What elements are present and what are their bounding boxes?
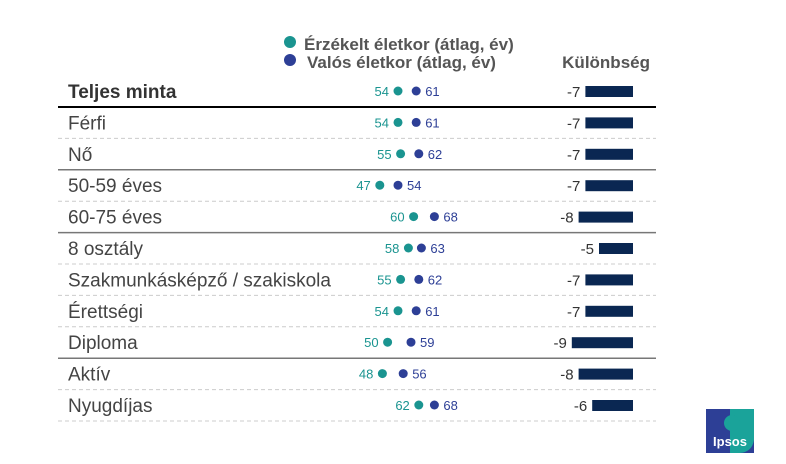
- dot-perceived: [396, 149, 406, 159]
- diff-value: -7: [567, 272, 580, 289]
- value-actual: 68: [443, 398, 457, 413]
- diff-value: -8: [560, 367, 573, 384]
- row-label: Férfi: [68, 113, 106, 134]
- value-actual: 61: [425, 115, 439, 130]
- dot-perceived: [396, 274, 406, 284]
- dot-actual: [411, 306, 421, 316]
- dot-perceived: [393, 306, 403, 316]
- row-label: Diploma: [68, 333, 138, 354]
- row-label: Szakmunkásképző / szakiskola: [68, 270, 331, 291]
- value-actual: 62: [428, 147, 442, 162]
- dot-actual: [414, 274, 424, 284]
- diff-bar: [578, 211, 633, 223]
- value-actual: 54: [407, 178, 421, 193]
- dot-actual: [429, 212, 439, 222]
- row-label: Teljes minta: [68, 82, 177, 103]
- diff-bar: [585, 305, 633, 317]
- dot-perceived: [414, 400, 424, 410]
- row-label: 60-75 éves: [68, 208, 162, 229]
- dot-actual: [411, 86, 421, 96]
- diff-bar: [578, 368, 633, 380]
- value-perceived: 55: [377, 147, 391, 162]
- value-perceived: 48: [359, 367, 373, 382]
- value-actual: 56: [412, 367, 426, 382]
- value-perceived: 54: [375, 304, 389, 319]
- value-perceived: 54: [375, 84, 389, 99]
- dot-perceived: [409, 212, 419, 222]
- value-perceived: 47: [356, 178, 370, 193]
- dot-actual: [393, 180, 403, 190]
- dot-actual: [411, 117, 421, 127]
- row-label: Nő: [68, 145, 92, 166]
- dot-actual: [398, 369, 408, 379]
- value-actual: 59: [420, 335, 434, 350]
- value-perceived: 60: [390, 210, 404, 225]
- legend-label-actual: Valós életkor (átlag, év): [307, 53, 496, 72]
- dot-perceived: [403, 243, 413, 253]
- row-label: Nyugdíjas: [68, 396, 153, 417]
- dot-actual: [429, 400, 439, 410]
- legend-marker-perceived: [284, 36, 296, 48]
- value-actual: 68: [443, 210, 457, 225]
- value-perceived: 62: [395, 398, 409, 413]
- value-perceived: 50: [364, 335, 378, 350]
- diff-bar: [585, 148, 633, 160]
- value-actual: 61: [425, 304, 439, 319]
- legend-label-perceived: Érzékelt életkor (átlag, év): [304, 35, 514, 54]
- diff-bar: [592, 400, 633, 411]
- diff-bar: [571, 337, 633, 349]
- diff-value: -7: [567, 84, 580, 101]
- dot-perceived: [393, 86, 403, 96]
- diff-value: -9: [553, 335, 566, 352]
- row-label: 8 osztály: [68, 239, 143, 260]
- dot-actual: [406, 337, 416, 347]
- value-perceived: 58: [385, 241, 399, 256]
- dot-actual: [416, 243, 426, 253]
- dot-perceived: [377, 369, 387, 379]
- legend-marker-actual: [284, 54, 296, 66]
- diff-value: -7: [567, 178, 580, 195]
- diff-bar: [599, 243, 633, 254]
- diff-bar: [585, 86, 633, 97]
- dot-perceived: [393, 117, 403, 127]
- diff-header: Különbség: [562, 53, 650, 72]
- ipsos-logo-text: Ipsos: [713, 434, 747, 449]
- diff-value: -5: [581, 241, 594, 258]
- value-perceived: 54: [375, 115, 389, 130]
- value-perceived: 55: [377, 272, 391, 287]
- row-label: 50-59 éves: [68, 176, 162, 197]
- row-label: Érettségi: [68, 302, 143, 323]
- ipsos-logo-head: [724, 415, 740, 431]
- diff-bar: [585, 180, 633, 192]
- diff-value: -6: [574, 398, 587, 415]
- dot-perceived: [383, 337, 393, 347]
- dot-perceived: [375, 180, 385, 190]
- value-actual: 63: [430, 241, 444, 256]
- value-actual: 61: [425, 84, 439, 99]
- diff-bar: [585, 274, 633, 286]
- diff-value: -7: [567, 115, 580, 132]
- diff-bar: [585, 117, 633, 129]
- diff-value: -7: [567, 147, 580, 164]
- dot-actual: [414, 149, 424, 159]
- row-label: Aktív: [68, 365, 111, 386]
- value-actual: 62: [428, 272, 442, 287]
- diff-value: -7: [567, 304, 580, 321]
- diff-value: -8: [560, 210, 573, 227]
